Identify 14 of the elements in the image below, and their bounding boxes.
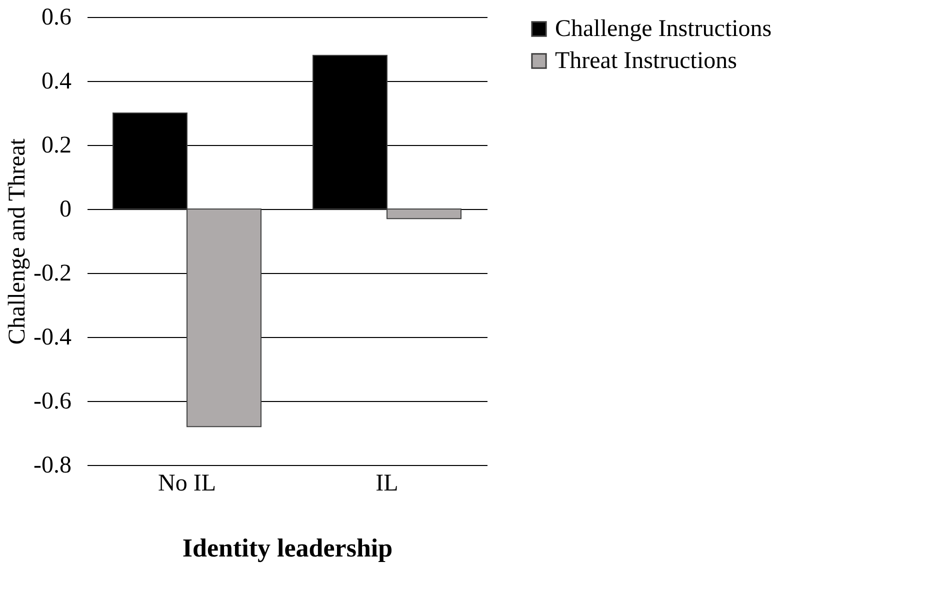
legend-label: Threat Instructions: [555, 48, 737, 74]
y-tick-label: -0.2: [34, 260, 72, 286]
legend-label: Challenge Instructions: [555, 16, 772, 42]
y-tick-label: 0.4: [42, 68, 72, 94]
y-tick-label: 0: [60, 196, 72, 222]
y-tick-label: 0.6: [42, 4, 72, 30]
x-tick-label: No IL: [158, 470, 216, 496]
x-tick-label: IL: [376, 470, 398, 496]
y-axis-title: Challenge and Threat: [4, 138, 31, 345]
y-tick-label: -0.6: [34, 388, 72, 414]
y-tick-label: 0.2: [42, 132, 72, 158]
y-tick-label: -0.8: [34, 452, 72, 478]
y-tick-label: -0.4: [34, 324, 72, 350]
x-axis-title: Identity leadership: [182, 534, 393, 562]
